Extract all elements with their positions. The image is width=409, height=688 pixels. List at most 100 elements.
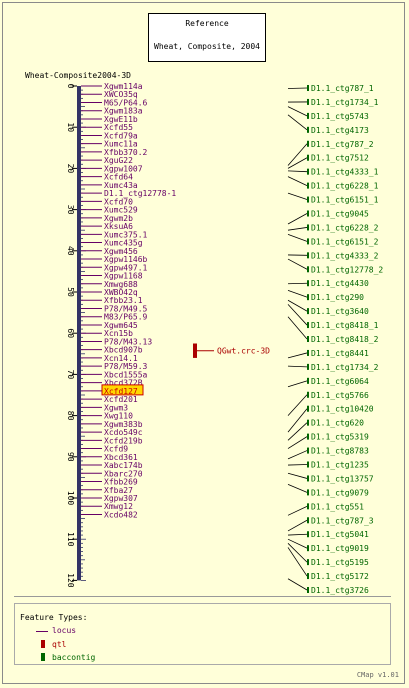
contig-label[interactable]: D1.1_ctg5041 xyxy=(311,530,369,539)
contig-label[interactable]: D1.1_ctg13757 xyxy=(311,474,374,483)
locus-label[interactable]: Xcfd70 xyxy=(104,197,133,206)
contig-label[interactable]: D1.1_ctg1734_2 xyxy=(311,363,379,372)
locus-label[interactable]: Xcfd55 xyxy=(104,123,133,132)
contig-label[interactable]: D1.1_ctg10420 xyxy=(311,405,374,414)
locus-label[interactable]: Xgpw1007 xyxy=(104,164,143,173)
locus-label[interactable]: Xcfd219b xyxy=(104,436,143,445)
contig-label[interactable]: D1.1_ctg5319 xyxy=(311,433,369,442)
locus-label[interactable]: Xbarc270 xyxy=(104,469,143,478)
locus-label[interactable]: D1.1_ctg12778-1 xyxy=(104,189,176,198)
locus-label[interactable]: Xumc11a xyxy=(104,140,138,149)
locus-label[interactable]: Xcfd127 xyxy=(104,387,138,396)
locus-label[interactable]: P78/M43.13 xyxy=(104,337,152,346)
contig-label[interactable]: D1.1_ctg8418_2 xyxy=(311,335,379,344)
contig-label[interactable]: D1.1_ctg551 xyxy=(311,502,364,511)
locus-label[interactable]: Xcn15b xyxy=(104,329,133,338)
locus-label[interactable]: Xfba27 xyxy=(104,486,133,495)
locus-label[interactable]: Xbcd361 xyxy=(104,453,138,462)
locus-label[interactable]: Xwg110 xyxy=(104,412,133,421)
locus-label[interactable]: Xcdo549c xyxy=(104,428,143,437)
contig-label[interactable]: D1.1_ctg4430 xyxy=(311,279,369,288)
locus-label[interactable]: XgwE11b xyxy=(104,115,138,124)
contig-label[interactable]: D1.1_ctg290 xyxy=(311,293,364,302)
locus-label[interactable]: Xgwm645 xyxy=(104,321,138,330)
contig-label[interactable]: D1.1_ctg9045 xyxy=(311,210,369,219)
contig-label[interactable]: D1.1_ctg4333_2 xyxy=(311,251,379,260)
reference-box[interactable]: Reference Wheat, Composite, 2004 xyxy=(148,13,266,62)
contig-link-line xyxy=(287,304,308,326)
locus-label[interactable]: XguG22 xyxy=(104,156,133,165)
locus-label[interactable]: Xumc375.1 xyxy=(104,230,148,239)
contig-label[interactable]: D1.1_ctg8441 xyxy=(311,349,369,358)
contig-marker xyxy=(307,377,309,384)
locus-label[interactable]: Xbcd372B xyxy=(104,379,143,388)
contig-label[interactable]: D1.1_ctg4173 xyxy=(311,126,369,135)
locus-label[interactable]: Xcn14.1 xyxy=(104,354,138,363)
contig-label[interactable]: D1.1_ctg9079 xyxy=(311,488,369,497)
contig-label[interactable]: D1.1_ctg620 xyxy=(311,419,364,428)
contig-marker xyxy=(307,322,309,329)
locus-label[interactable]: Xfbb23.1 xyxy=(104,296,143,305)
locus-label[interactable]: Xmwg688 xyxy=(104,280,138,289)
contig-label[interactable]: D1.1_ctg6151_2 xyxy=(311,237,379,246)
contig-label[interactable]: D1.1_ctg4333_1 xyxy=(311,168,379,177)
locus-label[interactable]: Xgwm456 xyxy=(104,247,138,256)
locus-label[interactable]: P78/M59.3 xyxy=(104,362,148,371)
contig-label[interactable]: D1.1_ctg5743 xyxy=(311,112,369,121)
qtl-label[interactable]: QGwt.crc-3D xyxy=(217,347,270,356)
contig-label[interactable]: D1.1_ctg1734_1 xyxy=(311,98,379,107)
qtl-bar[interactable] xyxy=(193,343,197,358)
locus-label[interactable]: Xbcd1555a xyxy=(104,370,148,379)
contig-marker xyxy=(307,573,309,580)
locus-label[interactable]: Xumc43a xyxy=(104,181,138,190)
contig-label[interactable]: D1.1_ctg7512 xyxy=(311,154,369,163)
locus-label[interactable]: Xfbb370.2 xyxy=(104,148,148,157)
locus-label[interactable]: Xmwg12 xyxy=(104,502,133,511)
locus-label[interactable]: Xgwm2b xyxy=(104,214,133,223)
locus-label[interactable]: Xcdo482 xyxy=(104,510,138,519)
contig-label[interactable]: D1.1_ctg1235 xyxy=(311,461,369,470)
locus-label[interactable]: Xfbb269 xyxy=(104,478,138,487)
locus-label[interactable]: Xumc529 xyxy=(104,206,138,215)
locus-label[interactable]: P78/M49.5 xyxy=(104,304,148,313)
locus-label[interactable]: Xgpw307 xyxy=(104,494,138,503)
locus-label[interactable]: XWCO35q xyxy=(104,90,138,99)
locus-label[interactable]: XksuA6 xyxy=(104,222,133,231)
locus-label[interactable]: Xgwm3 xyxy=(104,403,128,412)
locus-label[interactable]: Xgpw497.1 xyxy=(104,263,148,272)
contig-label[interactable]: D1.1_ctg5195 xyxy=(311,558,369,567)
locus-label[interactable]: Xgwm383b xyxy=(104,420,143,429)
locus-label[interactable]: Xgpw1146b xyxy=(104,255,148,264)
locus-label[interactable]: Xcfd79a xyxy=(104,131,138,140)
locus-label[interactable]: Xbcd907b xyxy=(104,346,143,355)
contig-label[interactable]: D1.1_ctg3640 xyxy=(311,307,369,316)
contig-label[interactable]: D1.1_ctg8418_1 xyxy=(311,321,379,330)
contig-label[interactable]: D1.1_ctg5766 xyxy=(311,391,369,400)
locus-label[interactable]: Xumc435g xyxy=(104,239,143,248)
locus-label[interactable]: Xgwm114a xyxy=(104,82,143,91)
contig-label[interactable]: D1.1_ctg6228_1 xyxy=(311,182,379,191)
contig-label[interactable]: D1.1_ctg3726 xyxy=(311,586,369,595)
locus-label[interactable]: M65/P64.6 xyxy=(104,98,148,107)
contig-label[interactable]: D1.1_ctg12778_2 xyxy=(311,265,383,274)
locus-label[interactable]: Xgwm183a xyxy=(104,107,143,116)
contig-label[interactable]: D1.1_ctg787_3 xyxy=(311,516,374,525)
contig-label[interactable]: D1.1_ctg9019 xyxy=(311,544,369,553)
locus-label[interactable]: Xabc174b xyxy=(104,461,143,470)
locus-label[interactable]: Xgpw1168 xyxy=(104,272,143,281)
locus-label[interactable]: XWBO42q xyxy=(104,288,138,297)
contig-label[interactable]: D1.1_ctg6151_1 xyxy=(311,196,379,205)
contig-label[interactable]: D1.1_ctg6064 xyxy=(311,377,369,386)
locus-label[interactable]: M83/P65.9 xyxy=(104,313,148,322)
locus-label[interactable]: Xcfd64 xyxy=(104,173,133,182)
locus-highlight xyxy=(101,384,144,396)
contig-label[interactable]: D1.1_ctg8783 xyxy=(311,447,369,456)
contig-label[interactable]: D1.1_ctg787_1 xyxy=(311,84,374,93)
contig-label[interactable]: D1.1_ctg787_2 xyxy=(311,140,374,149)
locus-label[interactable]: Xcfd201 xyxy=(104,395,138,404)
map-title[interactable]: Wheat-Composite2004-3D xyxy=(25,71,131,80)
locus-label[interactable]: Xcfd9 xyxy=(104,445,128,454)
chromosome-axis[interactable] xyxy=(77,86,81,581)
contig-label[interactable]: D1.1_ctg5172 xyxy=(311,572,369,581)
contig-label[interactable]: D1.1_ctg6228_2 xyxy=(311,223,379,232)
